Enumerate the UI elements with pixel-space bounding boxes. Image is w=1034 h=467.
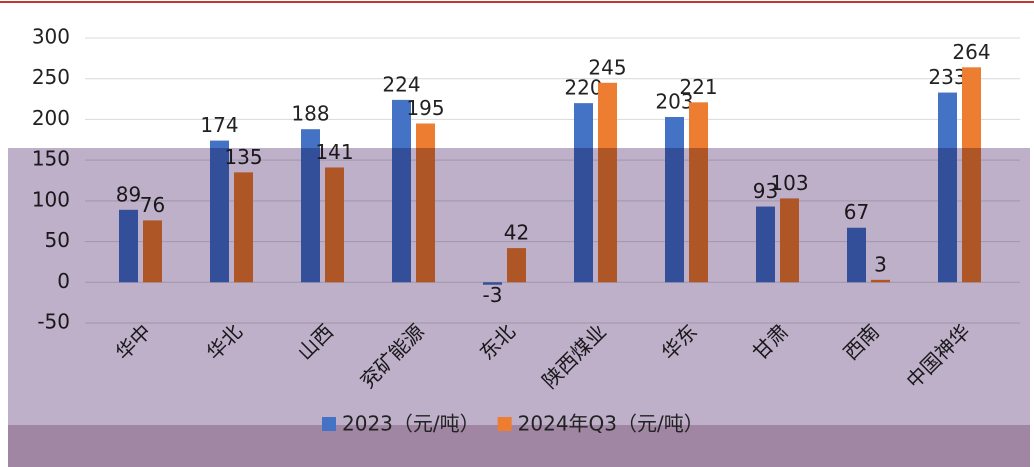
legend-swatch — [322, 417, 336, 431]
y-tick-label: 300 — [32, 25, 70, 49]
y-tick-label: 250 — [32, 65, 70, 89]
data-label: 195 — [406, 96, 444, 120]
legend-swatch — [497, 417, 512, 431]
overlay-band — [8, 425, 1030, 467]
legend-label: 2023（元/吨） — [342, 412, 480, 436]
data-label: 203 — [655, 89, 693, 113]
overlay — [8, 148, 1030, 467]
data-label: 245 — [588, 55, 626, 79]
data-label: 224 — [382, 72, 420, 96]
y-tick-label: 200 — [32, 106, 70, 130]
data-label: 221 — [679, 75, 717, 99]
legend-label: 2024年Q3（元/吨） — [518, 412, 704, 436]
data-label: 233 — [928, 65, 966, 89]
data-label: 264 — [952, 40, 990, 64]
data-label: 188 — [291, 102, 329, 126]
data-label: 220 — [564, 76, 602, 100]
legend: 2023（元/吨） 2024年Q3（元/吨） — [322, 412, 704, 436]
data-label: 174 — [200, 113, 238, 137]
